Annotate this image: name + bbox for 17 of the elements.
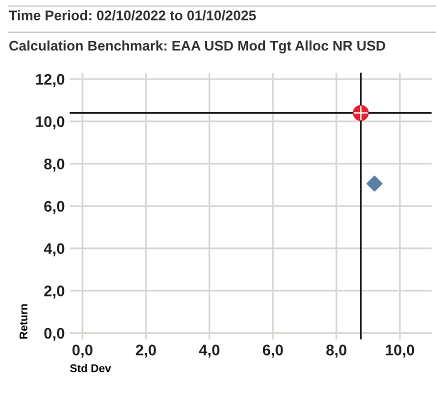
x-tick-label: 4,0 [199, 344, 220, 358]
x-tick-label: 2,0 [136, 344, 156, 358]
y-axis-title: Return [20, 304, 28, 339]
y-tick-label: 8,0 [44, 158, 64, 172]
x-tick-label: 6,0 [262, 344, 283, 358]
x-tick-label: 10,0 [386, 344, 414, 358]
y-tick-label: 10,0 [36, 116, 64, 130]
y-tick-label: 6,0 [44, 200, 64, 214]
y-tick-label: 0,0 [44, 328, 64, 341]
x-tick-label: 0,0 [72, 344, 92, 358]
y-tick-label: 4,0 [44, 243, 64, 256]
x-axis-title: Std Dev [70, 364, 112, 372]
y-tick-label: 12,0 [36, 74, 64, 87]
chart-subtitle: Calculation Benchmark: EAA USD Mod Tgt Alloc NR USD [9, 40, 386, 54]
chart-title: Time Period: 02/10/2022 to 01/10/2025 [8, 10, 256, 20]
x-tick-label: 8,0 [326, 344, 346, 358]
y-tick-label: 2,0 [44, 286, 64, 299]
